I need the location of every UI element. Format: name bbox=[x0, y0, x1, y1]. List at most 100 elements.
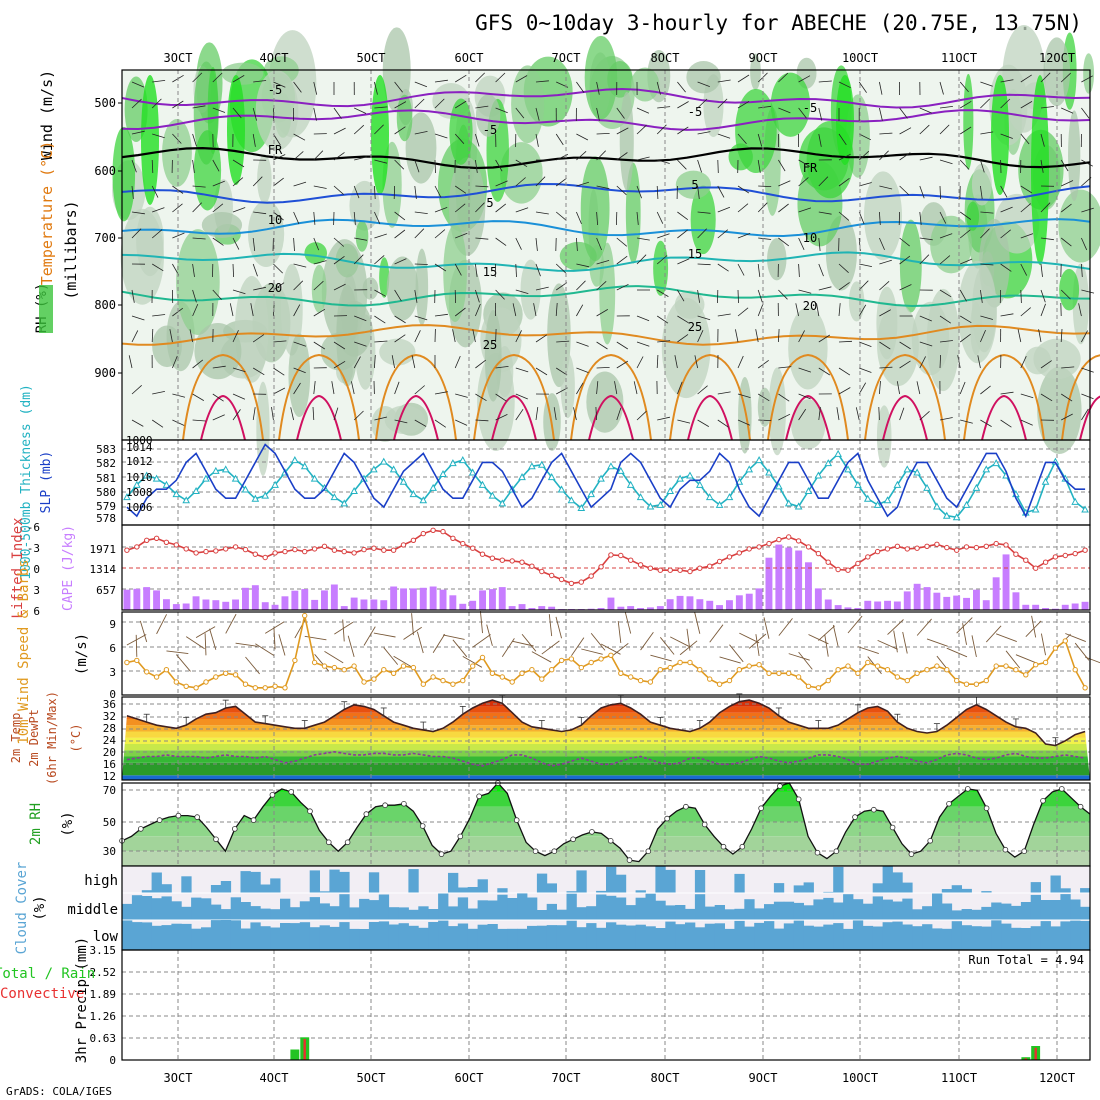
wind-barb bbox=[879, 309, 891, 317]
cloud-cell bbox=[1050, 900, 1061, 920]
wind-barb bbox=[293, 133, 306, 141]
lifted-index-point bbox=[598, 564, 604, 570]
cloud-cell bbox=[191, 897, 202, 920]
temp-ylabel-part: (6hr Min/Max) bbox=[45, 691, 59, 785]
wind-barb bbox=[697, 385, 708, 395]
cape-bar bbox=[785, 547, 793, 610]
cloud-cell bbox=[1070, 899, 1081, 920]
wind-barb bbox=[576, 81, 585, 93]
cape-bar bbox=[795, 550, 803, 610]
lifted-index-point bbox=[904, 546, 910, 552]
rh-shade bbox=[371, 406, 400, 442]
wind-barb bbox=[717, 229, 729, 239]
time-tick-bottom: 11OCT bbox=[941, 1071, 977, 1085]
wind-barb bbox=[555, 263, 566, 274]
cloud-cell bbox=[932, 893, 943, 920]
lifted-index-point bbox=[1062, 552, 1069, 559]
cloud-cell bbox=[388, 907, 399, 920]
wind-barb bbox=[717, 79, 731, 83]
temp-contour-30 bbox=[278, 353, 360, 441]
wind-barb-10m bbox=[363, 626, 376, 646]
wind-barb bbox=[414, 263, 428, 265]
thickness-point bbox=[300, 462, 309, 470]
wind-barb bbox=[798, 237, 805, 250]
cloud-cell bbox=[122, 920, 133, 950]
thickness-point bbox=[814, 471, 823, 479]
wind-barb-10m bbox=[472, 634, 491, 648]
wind-barb bbox=[838, 153, 851, 161]
wind-barb bbox=[677, 211, 689, 221]
rh-point bbox=[701, 821, 708, 828]
lifted-index-point bbox=[795, 538, 802, 544]
wind-barb bbox=[1020, 419, 1033, 426]
wind-barb bbox=[252, 367, 265, 376]
cape-bar bbox=[874, 601, 882, 610]
cape-bar bbox=[469, 600, 477, 610]
wind-speed-point bbox=[390, 670, 397, 676]
wind-barb bbox=[131, 315, 145, 321]
thickness-point bbox=[656, 500, 665, 508]
wind-barb bbox=[313, 211, 316, 225]
wind-barb-10m bbox=[548, 614, 553, 637]
cloud-cell bbox=[546, 925, 557, 950]
wind-speed-point bbox=[815, 685, 822, 691]
wind-barb bbox=[434, 185, 442, 198]
wind-barb bbox=[312, 406, 315, 421]
wind-speed-point bbox=[549, 667, 555, 673]
wind-barb-10m bbox=[1005, 650, 1021, 669]
wind-barb bbox=[614, 381, 618, 395]
cape-bar bbox=[449, 595, 457, 610]
wind-barb-10m bbox=[521, 633, 537, 652]
wind-barb bbox=[252, 407, 256, 421]
cloud-cell bbox=[1050, 875, 1061, 893]
lifted-index-point bbox=[410, 537, 417, 543]
lifted-index-point bbox=[776, 536, 782, 543]
cape-bar bbox=[676, 595, 684, 610]
wind-barb bbox=[798, 75, 811, 83]
cloud-cell bbox=[428, 922, 439, 950]
cape-bar bbox=[409, 588, 417, 610]
cape-bar bbox=[913, 583, 921, 610]
cloud-cell bbox=[230, 897, 241, 920]
cape-bar bbox=[400, 588, 407, 610]
cloud-cell bbox=[536, 873, 548, 893]
cloud-cell bbox=[220, 920, 232, 950]
rh-shade bbox=[257, 154, 272, 204]
wind-barb bbox=[959, 229, 971, 239]
lifted-index-point bbox=[489, 555, 496, 561]
cloud-cell bbox=[606, 922, 617, 950]
time-tick-bottom: 10OCT bbox=[842, 1071, 878, 1085]
wind-barb bbox=[1060, 203, 1072, 213]
wind-barb-10m bbox=[204, 633, 207, 656]
wind-barb bbox=[515, 330, 522, 343]
cloud-cell bbox=[448, 872, 459, 893]
wind-barb bbox=[879, 185, 893, 190]
cloud-cell bbox=[892, 901, 903, 920]
lifted-index-point bbox=[390, 547, 397, 553]
cloud-cell bbox=[655, 900, 666, 920]
wind-barb bbox=[293, 367, 306, 374]
wind-barb bbox=[576, 367, 589, 373]
precip-conv-bar bbox=[303, 1039, 306, 1060]
cloud-cell bbox=[951, 885, 962, 893]
cloud-cell bbox=[991, 902, 1002, 920]
wind-speed-point bbox=[302, 612, 308, 619]
li-tick: 0 bbox=[33, 563, 40, 576]
wind-barb-10m bbox=[590, 632, 606, 651]
precip-tick: 1.26 bbox=[90, 1010, 117, 1023]
wind-barb bbox=[313, 280, 324, 291]
wind-speed-point bbox=[884, 667, 891, 673]
thickness-point bbox=[1031, 505, 1040, 513]
wind-barb bbox=[576, 382, 584, 395]
cloud-cell bbox=[339, 871, 350, 893]
cloud-cell bbox=[635, 897, 646, 920]
wind-barb bbox=[818, 286, 832, 291]
lifted-index-point bbox=[1042, 559, 1049, 565]
time-tick-top: 9OCT bbox=[749, 51, 778, 65]
precip-tick: 0.63 bbox=[90, 1032, 117, 1045]
wind-barb bbox=[959, 289, 967, 302]
cloud-cell bbox=[793, 920, 804, 950]
thickness-point bbox=[863, 494, 872, 502]
wind-speed-point bbox=[855, 670, 861, 676]
wind-barb bbox=[290, 407, 294, 421]
